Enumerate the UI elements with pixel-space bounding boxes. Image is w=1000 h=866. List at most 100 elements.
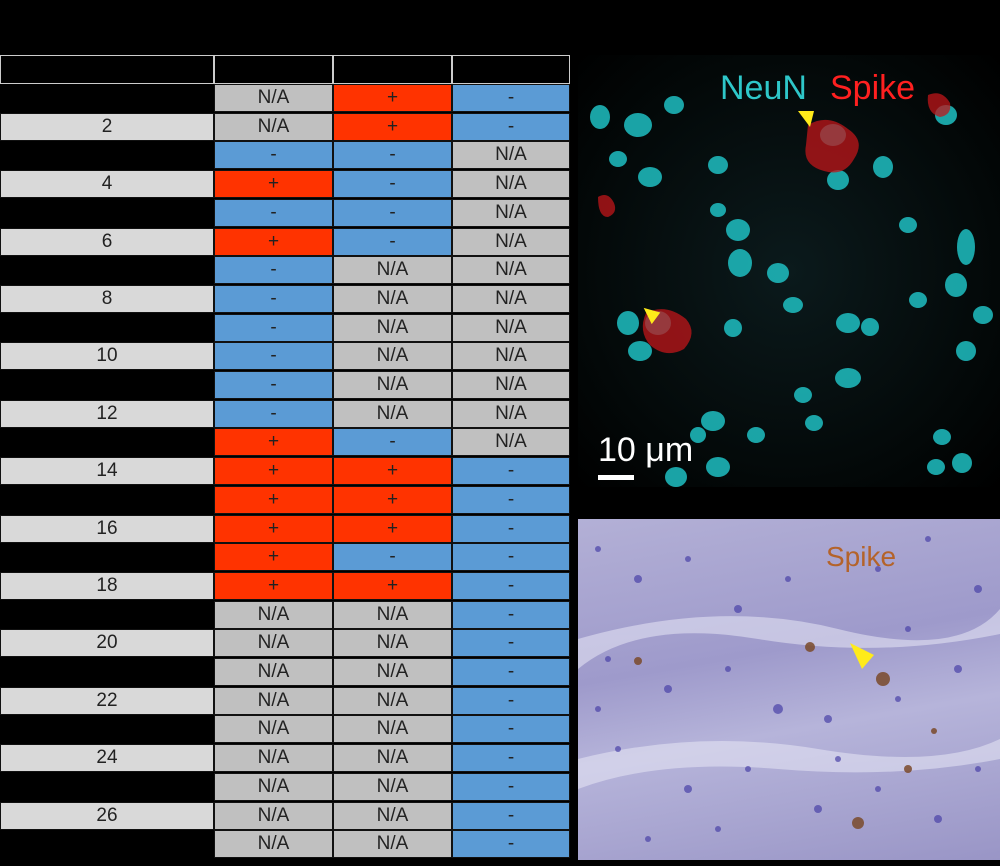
value-cell-c: - — [452, 801, 570, 830]
value-cell-c: - — [452, 514, 570, 543]
header-cell-col-b — [333, 55, 452, 84]
value-cell-a: N/A — [214, 629, 333, 658]
row-id-cell: 6 — [0, 227, 214, 256]
value-cell-b: N/A — [333, 342, 452, 371]
value-cell-a: N/A — [214, 772, 333, 801]
value-cell-c: - — [452, 112, 570, 141]
arrowhead-marker-1 — [798, 111, 814, 127]
neun-label: NeuN — [720, 69, 807, 107]
value-cell-a: - — [214, 198, 333, 227]
value-cell-b: N/A — [333, 313, 452, 342]
value-cell-c: N/A — [452, 284, 570, 313]
table-row: 20 N/A N/A - — [0, 629, 570, 658]
fluorescence-micrograph: NeuN Spike 10 μm — [578, 55, 1000, 487]
value-cell-c: N/A — [452, 342, 570, 371]
value-cell-c: - — [452, 543, 570, 572]
value-cell-a: - — [214, 141, 333, 170]
table-row: N/A N/A - — [0, 830, 570, 859]
row-id-cell — [0, 313, 214, 342]
value-cell-b: + — [333, 514, 452, 543]
row-id-cell: 12 — [0, 399, 214, 428]
table-row: 14 + + - — [0, 457, 570, 486]
fluorescence-image — [590, 93, 993, 487]
row-id-cell: 18 — [0, 571, 214, 600]
value-cell-a: N/A — [214, 715, 333, 744]
value-cell-c: - — [452, 457, 570, 486]
row-id-cell — [0, 772, 214, 801]
table-row: 4 + - N/A — [0, 170, 570, 199]
row-id-cell — [0, 256, 214, 285]
value-cell-b: N/A — [333, 629, 452, 658]
value-cell-c: N/A — [452, 141, 570, 170]
ihc-image — [578, 536, 1000, 842]
scale-bar — [598, 475, 634, 480]
value-cell-c: N/A — [452, 371, 570, 399]
value-cell-b: - — [333, 543, 452, 572]
table-row: 10- N/A N/A — [0, 342, 570, 371]
value-cell-a: N/A — [214, 744, 333, 773]
value-cell-b: + — [333, 84, 452, 112]
arrowhead-marker-2 — [643, 307, 661, 325]
value-cell-a: N/A — [214, 686, 333, 715]
value-cell-b: - — [333, 141, 452, 170]
table-row: 26 N/A N/A - — [0, 801, 570, 831]
value-cell-a: N/A — [214, 801, 333, 830]
table-row: + - N/A — [0, 428, 570, 457]
row-id-cell — [0, 543, 214, 572]
value-cell-c: - — [452, 571, 570, 600]
value-cell-a: + — [214, 227, 333, 256]
row-id-cell: 26 — [0, 801, 214, 830]
table-row: - N/A N/A — [0, 371, 570, 400]
value-cell-a: N/A — [214, 830, 333, 859]
value-cell-a: + — [214, 170, 333, 199]
value-cell-c: - — [452, 686, 570, 715]
row-id-cell — [0, 141, 214, 170]
table-row: - N/A N/A — [0, 313, 570, 343]
table-row: 16 + + - — [0, 514, 570, 544]
row-id-cell: 24 — [0, 744, 214, 773]
value-cell-b: + — [333, 485, 452, 514]
value-cell-b: + — [333, 457, 452, 486]
table-row: + + - — [0, 485, 570, 515]
value-cell-c: - — [452, 744, 570, 773]
table-row: N/A + - — [0, 84, 570, 113]
row-id-cell: 2 — [0, 112, 214, 141]
value-cell-a: N/A — [214, 658, 333, 686]
table-row: 24 N/A N/A - — [0, 744, 570, 773]
value-cell-a: - — [214, 256, 333, 285]
table-row: 8- N/A N/A — [0, 284, 570, 314]
value-cell-c: - — [452, 658, 570, 686]
table-row: 6 + - N/A — [0, 227, 570, 257]
value-cell-a: N/A — [214, 112, 333, 141]
value-cell-b: N/A — [333, 256, 452, 285]
value-cell-a: + — [214, 514, 333, 543]
value-cell-c: - — [452, 485, 570, 514]
value-cell-b: N/A — [333, 744, 452, 773]
table-row: - N/A N/A — [0, 256, 570, 285]
table-row: 12- N/A N/A — [0, 399, 570, 429]
row-id-cell — [0, 428, 214, 457]
header-cell-col-a — [214, 55, 333, 84]
value-cell-a: + — [214, 543, 333, 572]
value-cell-a: - — [214, 399, 333, 428]
row-id-cell — [0, 830, 214, 859]
value-cell-c: N/A — [452, 256, 570, 285]
header-cell-col-c — [452, 55, 570, 84]
table-row: + - - — [0, 543, 570, 572]
value-cell-c: - — [452, 600, 570, 629]
row-id-cell — [0, 715, 214, 744]
value-cell-a: + — [214, 457, 333, 486]
row-id-cell — [0, 600, 214, 629]
value-cell-c: - — [452, 84, 570, 112]
value-cell-b: - — [333, 170, 452, 199]
value-cell-c: N/A — [452, 227, 570, 256]
row-id-cell: 4 — [0, 170, 214, 199]
row-id-cell: 10 — [0, 342, 214, 371]
table-row: N/A N/A - — [0, 772, 570, 802]
value-cell-c: N/A — [452, 198, 570, 227]
value-cell-a: - — [214, 342, 333, 371]
value-cell-b: N/A — [333, 284, 452, 313]
value-cell-b: N/A — [333, 686, 452, 715]
table-row: 2 N/A + - — [0, 112, 570, 142]
value-cell-b: N/A — [333, 399, 452, 428]
